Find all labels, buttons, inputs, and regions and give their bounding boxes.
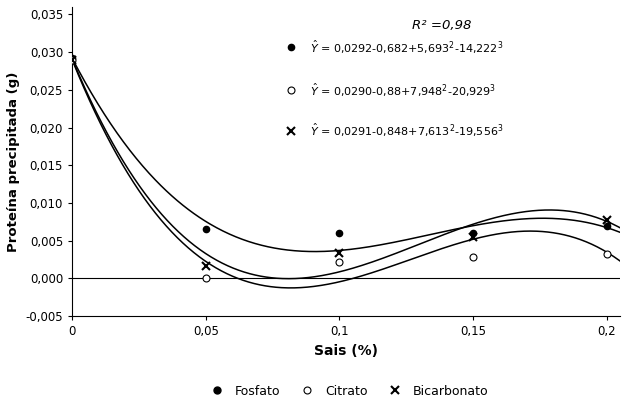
Text: R² =0,98: R² =0,98	[412, 19, 472, 32]
Text: $\hat{Y}$ = 0,0290-0,88+7,948$^2$-20,929$^3$: $\hat{Y}$ = 0,0290-0,88+7,948$^2$-20,929…	[310, 82, 497, 99]
Text: $\hat{Y}$ = 0,0292-0,682+5,693$^2$-14,222$^3$: $\hat{Y}$ = 0,0292-0,682+5,693$^2$-14,22…	[310, 38, 504, 56]
Text: $\hat{Y}$ = 0,0291-0,848+7,613$^2$-19,556$^3$: $\hat{Y}$ = 0,0291-0,848+7,613$^2$-19,55…	[310, 122, 504, 139]
Legend: Fosfato, Citrato, Bicarbonato: Fosfato, Citrato, Bicarbonato	[199, 379, 493, 403]
X-axis label: Sais (%): Sais (%)	[314, 344, 378, 358]
Y-axis label: Proteína precipitada (g): Proteína precipitada (g)	[7, 71, 20, 252]
